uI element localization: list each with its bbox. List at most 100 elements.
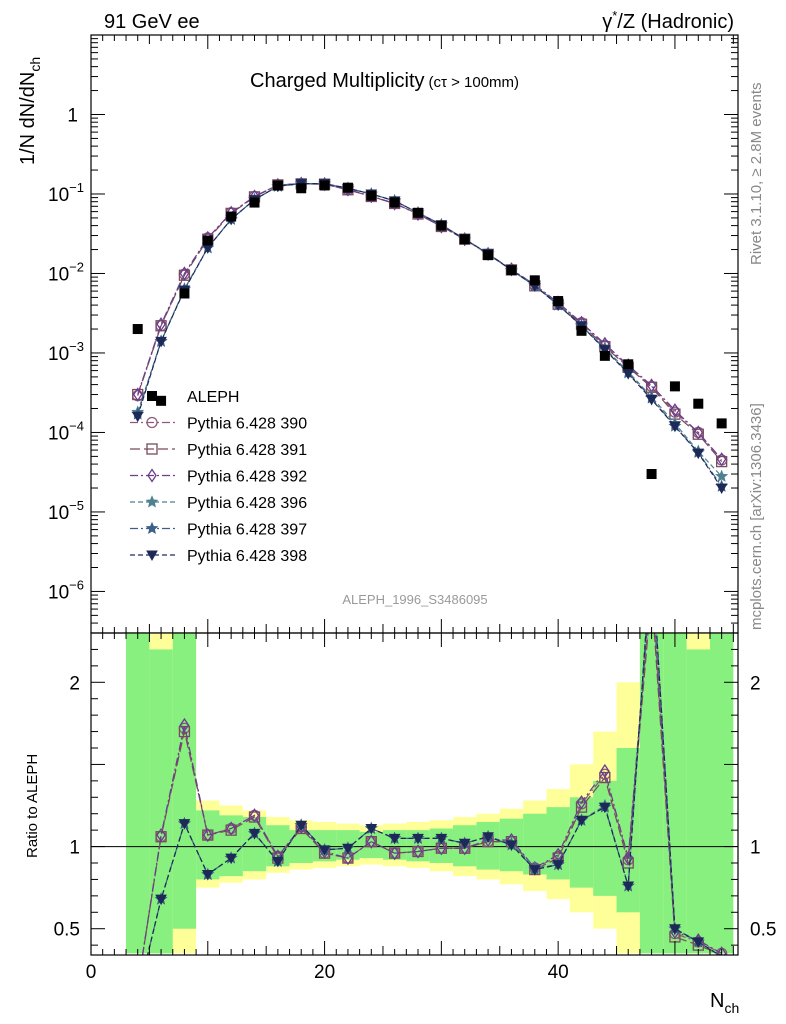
ratio-2-point-3 xyxy=(203,827,213,843)
aleph-point-12 xyxy=(413,207,424,218)
band-inner-13 xyxy=(429,828,454,863)
ratio-line-5 xyxy=(146,633,721,955)
ratio-2-point-10 xyxy=(366,834,377,849)
series-5-point-21 xyxy=(622,369,635,380)
series-2-point-0 xyxy=(132,387,143,402)
series-2-point-23 xyxy=(670,403,680,418)
ratio-5-point-11 xyxy=(388,833,401,845)
aleph-point-21 xyxy=(623,359,634,370)
aleph-point-9 xyxy=(342,182,353,193)
legend-label-3: Pythia 6.428 396 xyxy=(187,495,307,512)
ratio-2-point-13 xyxy=(436,841,447,856)
ratio-5-point-12 xyxy=(412,833,424,845)
series-1-point-25 xyxy=(715,455,728,468)
ratio-2-point-19 xyxy=(576,795,587,810)
aleph-point-17 xyxy=(529,275,540,286)
aleph-point-23 xyxy=(669,381,680,392)
axes: 0 20 40 1 10−1 10−2 10−3 10−4 10−5 10−6 0.5 0.5 1 1 2 2 xyxy=(48,34,776,983)
ratio-5-point-19 xyxy=(575,815,588,827)
band-inner-24 xyxy=(686,649,710,954)
ratio-5-point-3 xyxy=(201,870,214,881)
legend-marker-0 xyxy=(146,416,158,429)
legend-marker-2 xyxy=(147,468,157,483)
y-tick-label: 10−6 xyxy=(48,577,84,603)
ratio-tick-label-left: 0.5 xyxy=(54,920,80,941)
ratio-2-point-12 xyxy=(413,844,423,859)
aleph-point-13 xyxy=(436,220,447,231)
series-5-point-22 xyxy=(645,394,658,406)
series-2-point-25 xyxy=(716,452,727,467)
y-tick-label: 1 xyxy=(67,105,78,126)
aleph-point-4 xyxy=(226,211,237,222)
band-inner-1 xyxy=(149,649,173,954)
x-tick-label: 40 xyxy=(548,962,569,983)
aleph-point-22 xyxy=(646,469,657,480)
ratio-2-point-25 xyxy=(716,946,727,955)
ratio-tick-label-right: 0.5 xyxy=(750,920,776,941)
aleph-point-2 xyxy=(179,288,190,299)
main-frame xyxy=(90,34,739,634)
y-axis-label: 1/N dN/dNch xyxy=(17,57,43,165)
ratio-5-point-14 xyxy=(458,838,471,850)
ratio-5-point-13 xyxy=(435,833,448,845)
aleph-point-8 xyxy=(319,180,330,191)
aleph-point-25 xyxy=(716,418,727,429)
ratio-5-point-15 xyxy=(482,832,494,843)
aleph-point-24 xyxy=(693,398,704,409)
ratio-tick-label-left: 1 xyxy=(69,838,80,859)
analysis-id: ALEPH_1996_S3486095 xyxy=(342,592,487,607)
y-tick-label: 10−1 xyxy=(48,180,84,206)
y-tick-label: 10−4 xyxy=(48,418,84,444)
aleph-point-5 xyxy=(249,197,260,208)
band-inner-17 xyxy=(523,813,547,875)
series-2-point-1 xyxy=(156,317,166,332)
ratio-5-point-8 xyxy=(318,845,331,856)
series-3-point-25 xyxy=(715,469,729,482)
ratio-y-axis-label: Ratio to ALEPH xyxy=(24,754,41,858)
band-inner-0 xyxy=(126,633,150,954)
aleph-point-20 xyxy=(599,350,610,361)
band-inner-6 xyxy=(266,825,290,867)
header-left: 91 GeV ee xyxy=(104,11,200,33)
chart-title: Charged Multiplicity (cτ > 100mm) xyxy=(250,70,519,92)
band-inner-19 xyxy=(569,797,594,888)
band-inner-3 xyxy=(196,810,220,880)
ratio-5-point-17 xyxy=(528,865,541,876)
ratio-2-point-11 xyxy=(389,845,400,861)
ratio-panel xyxy=(90,632,739,956)
ratio-line-2 xyxy=(141,633,722,955)
legend-marker-3 xyxy=(145,495,159,508)
ratio-tick-label-right: 2 xyxy=(750,673,761,694)
y-tick-label: 10−5 xyxy=(48,498,84,524)
ratio-tick-label-right: 1 xyxy=(750,838,761,859)
ratio-2-point-4 xyxy=(226,821,236,836)
aleph-point-0 xyxy=(132,324,143,335)
band-inner-23 xyxy=(663,633,687,954)
series-line-4 xyxy=(137,183,723,487)
ratio-2-point-5 xyxy=(249,808,260,823)
aleph-point-14 xyxy=(459,234,470,245)
ratio-5-point-7 xyxy=(295,820,308,832)
aleph-point-15 xyxy=(483,250,494,261)
aleph-point-3 xyxy=(202,235,213,246)
band-inner-20 xyxy=(593,780,617,896)
ratio-tick-label-left: 2 xyxy=(69,673,80,694)
y-tick-label: 10−3 xyxy=(48,339,84,365)
series-5-point-20 xyxy=(599,345,611,356)
ratio-5-point-4 xyxy=(225,853,237,865)
legend-label-1: Pythia 6.428 391 xyxy=(187,442,307,459)
series-5-point-1 xyxy=(155,336,167,348)
ratio-2-point-2 xyxy=(179,717,190,733)
series-5-point-25 xyxy=(715,483,728,495)
aleph-point-7 xyxy=(296,183,307,194)
band-inner-10 xyxy=(359,831,383,859)
aleph-point-10 xyxy=(366,190,377,201)
ratio-2-point-20 xyxy=(600,763,610,779)
ratio-5-point-24 xyxy=(692,937,705,948)
legend: ALEPH Pythia 6.428 390 Pythia 6.428 391 Pyt… xyxy=(130,389,307,565)
legend-marker-aleph xyxy=(147,391,157,401)
series-2-point-2 xyxy=(179,266,190,281)
legend-marker-4 xyxy=(145,521,159,535)
ratio-frame xyxy=(90,632,739,956)
